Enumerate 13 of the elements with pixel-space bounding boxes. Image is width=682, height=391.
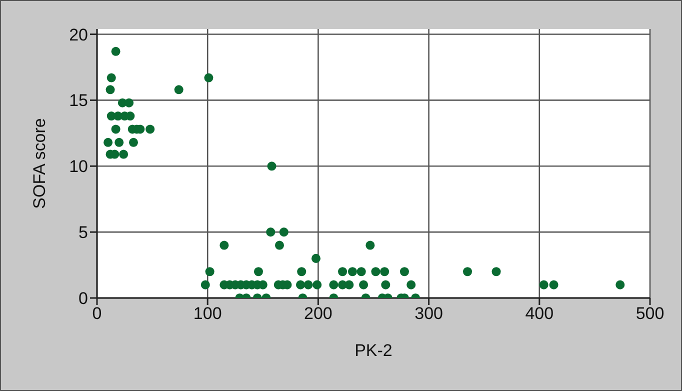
x-axis-title: PK-2 [354,341,392,360]
x-tick-label: 300 [414,304,443,324]
y-tick-label: 5 [78,223,88,242]
y-tick-label: 20 [69,25,88,44]
x-tick-label: 0 [92,304,102,324]
y-tick-label: 0 [78,289,88,308]
x-tick-label: 400 [525,304,554,324]
y-tick-label: 15 [69,91,88,110]
y-axis-title: SOFA score [30,118,50,209]
y-tick-label: 10 [69,157,88,176]
x-tick-label: 500 [636,304,664,324]
x-tick-label: 100 [193,304,222,324]
x-tick-label: 200 [304,304,332,324]
